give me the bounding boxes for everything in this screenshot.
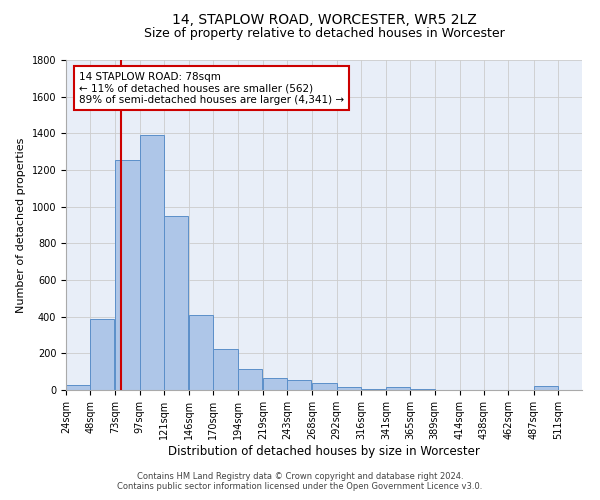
Bar xyxy=(263,378,287,390)
Bar xyxy=(140,135,164,390)
Bar xyxy=(214,349,238,390)
Bar xyxy=(533,386,558,390)
Text: 14 STAPLOW ROAD: 78sqm
← 11% of detached houses are smaller (562)
89% of semi-de: 14 STAPLOW ROAD: 78sqm ← 11% of detached… xyxy=(79,72,344,105)
Bar xyxy=(238,369,262,390)
Bar xyxy=(90,318,115,390)
Bar xyxy=(386,387,410,390)
Bar xyxy=(189,315,214,390)
Bar xyxy=(410,389,434,390)
Text: Contains public sector information licensed under the Open Government Licence v3: Contains public sector information licen… xyxy=(118,482,482,491)
Bar xyxy=(313,382,337,390)
Bar xyxy=(115,160,140,390)
Bar xyxy=(361,389,385,390)
Bar xyxy=(164,216,188,390)
Text: Contains HM Land Registry data © Crown copyright and database right 2024.: Contains HM Land Registry data © Crown c… xyxy=(137,472,463,481)
X-axis label: Distribution of detached houses by size in Worcester: Distribution of detached houses by size … xyxy=(168,444,480,458)
Text: 14, STAPLOW ROAD, WORCESTER, WR5 2LZ: 14, STAPLOW ROAD, WORCESTER, WR5 2LZ xyxy=(172,12,476,26)
Y-axis label: Number of detached properties: Number of detached properties xyxy=(16,138,26,312)
Text: Size of property relative to detached houses in Worcester: Size of property relative to detached ho… xyxy=(143,28,505,40)
Bar xyxy=(66,386,90,390)
Bar xyxy=(337,387,361,390)
Bar xyxy=(287,380,311,390)
